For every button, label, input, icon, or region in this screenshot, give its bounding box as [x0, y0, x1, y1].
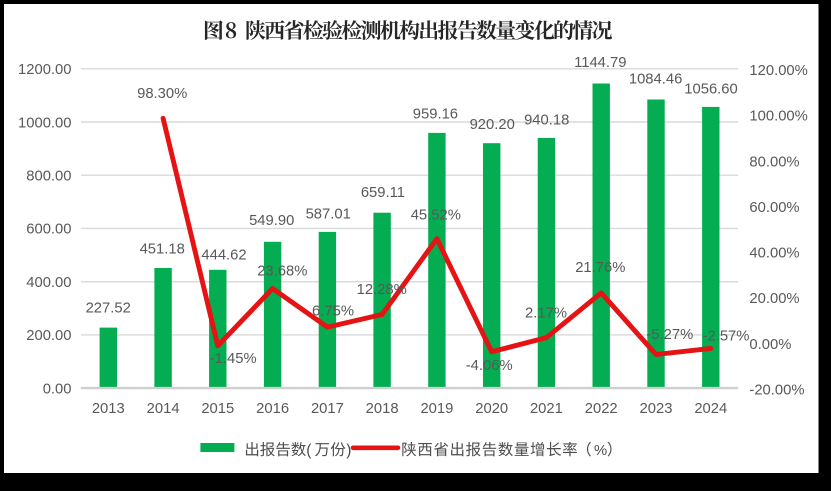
svg-text:0.00: 0.00 — [43, 381, 72, 397]
svg-text:2020: 2020 — [475, 401, 508, 417]
svg-text:20.00%: 20.00% — [749, 291, 799, 307]
svg-text:2013: 2013 — [92, 401, 125, 417]
svg-text:): ) — [346, 442, 351, 459]
svg-text:2019: 2019 — [420, 401, 453, 417]
svg-text:-1.45%: -1.45% — [210, 351, 257, 367]
svg-text:0.00%: 0.00% — [749, 337, 791, 353]
svg-text:80.00%: 80.00% — [749, 154, 799, 170]
svg-text:98.30%: 98.30% — [137, 86, 187, 102]
svg-text:659.11: 659.11 — [361, 185, 405, 201]
svg-text:2014: 2014 — [147, 401, 180, 417]
svg-text:2022: 2022 — [585, 401, 618, 417]
svg-text:40.00%: 40.00% — [749, 246, 799, 262]
svg-text:2018: 2018 — [366, 401, 399, 417]
svg-text:21.76%: 21.76% — [575, 260, 625, 276]
svg-text:45.52%: 45.52% — [411, 207, 461, 223]
svg-text:23.68%: 23.68% — [257, 264, 307, 280]
svg-text:2016: 2016 — [256, 401, 289, 417]
svg-text:587.01: 587.01 — [306, 207, 351, 223]
svg-text:2.17%: 2.17% — [525, 306, 567, 322]
svg-text:2023: 2023 — [640, 401, 673, 417]
svg-text:120.00%: 120.00% — [749, 63, 807, 79]
svg-text:959.16: 959.16 — [413, 107, 458, 123]
svg-text:1144.79: 1144.79 — [574, 55, 626, 71]
svg-text:100.00%: 100.00% — [749, 109, 807, 125]
svg-text:227.52: 227.52 — [86, 301, 131, 317]
svg-text:2017: 2017 — [311, 401, 344, 417]
svg-text:1000.00: 1000.00 — [18, 115, 72, 131]
svg-text:-4.06%: -4.06% — [466, 358, 513, 374]
svg-text:1056.60: 1056.60 — [684, 81, 738, 97]
svg-text:400.00: 400.00 — [26, 275, 71, 291]
svg-text:-20.00%: -20.00% — [749, 382, 804, 398]
svg-text:6.75%: 6.75% — [312, 304, 354, 320]
svg-text:920.20: 920.20 — [470, 117, 515, 133]
svg-text:549.90: 549.90 — [249, 213, 294, 229]
svg-text:%: % — [594, 443, 607, 459]
svg-text:60.00%: 60.00% — [749, 200, 799, 216]
svg-text:2021: 2021 — [530, 401, 563, 417]
svg-text:(: ( — [306, 442, 312, 459]
svg-text:-2.57%: -2.57% — [703, 328, 750, 344]
svg-text:800.00: 800.00 — [26, 169, 71, 185]
svg-text:1200.00: 1200.00 — [18, 62, 72, 78]
svg-text:2015: 2015 — [201, 401, 234, 417]
svg-text:12.28%: 12.28% — [357, 282, 407, 298]
svg-text:-5.27%: -5.27% — [646, 327, 693, 343]
svg-text:600.00: 600.00 — [26, 222, 71, 238]
svg-text:1084.46: 1084.46 — [629, 72, 683, 88]
svg-text:451.18: 451.18 — [140, 241, 185, 257]
svg-text:940.18: 940.18 — [524, 112, 569, 128]
svg-text:200.00: 200.00 — [26, 328, 71, 344]
svg-text:444.62: 444.62 — [201, 247, 246, 263]
svg-text:2024: 2024 — [694, 401, 727, 417]
